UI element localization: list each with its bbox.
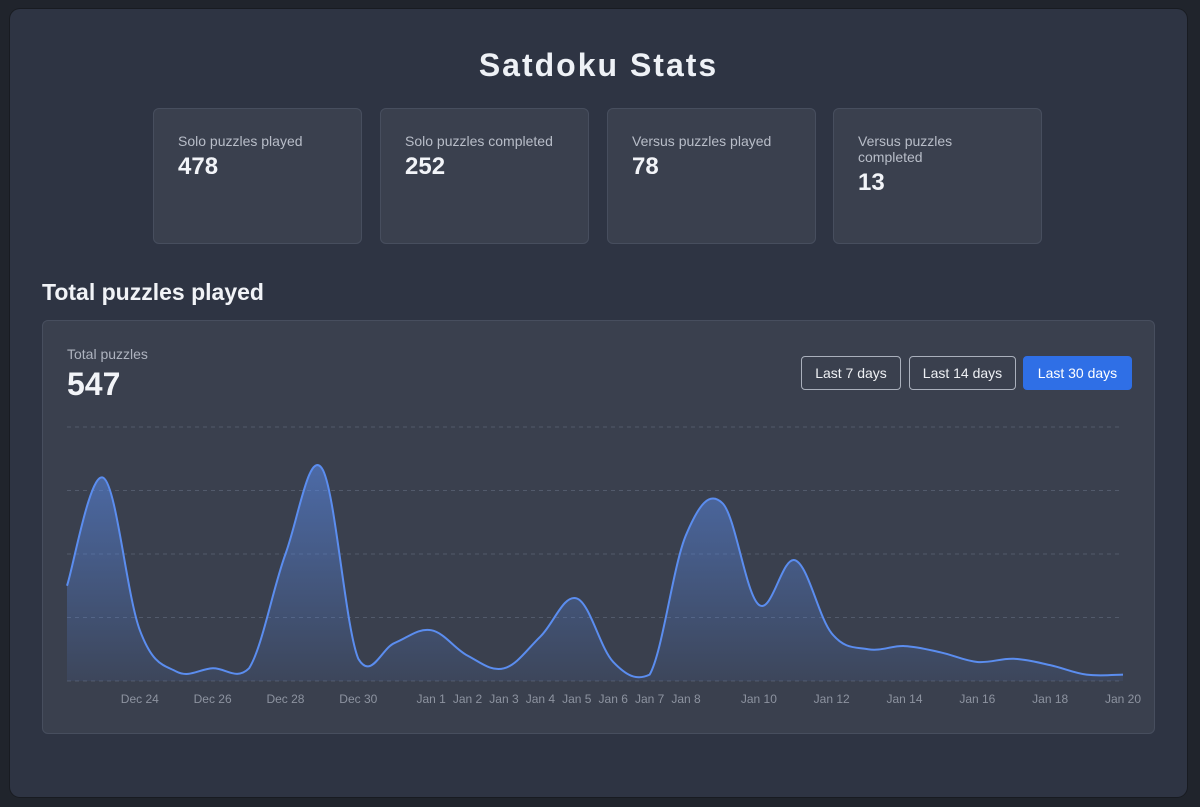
x-tick-label: Jan 4 bbox=[526, 692, 556, 706]
x-tick-label: Jan 8 bbox=[671, 692, 701, 706]
x-tick-label: Jan 10 bbox=[741, 692, 777, 706]
stat-value: 252 bbox=[405, 153, 446, 180]
x-tick-label: Jan 3 bbox=[489, 692, 519, 706]
range-button-30-days[interactable]: Last 30 days bbox=[1023, 356, 1132, 390]
x-tick-label: Jan 5 bbox=[562, 692, 592, 706]
x-tick-label: Jan 6 bbox=[599, 692, 629, 706]
chart-card: Total puzzles 547 Last 7 days Last 14 da… bbox=[42, 320, 1155, 734]
stat-label: Solo puzzles completed bbox=[405, 133, 553, 149]
x-tick-label: Jan 12 bbox=[814, 692, 850, 706]
stat-value: 13 bbox=[858, 169, 885, 196]
x-tick-label: Dec 28 bbox=[266, 692, 304, 706]
stat-card-solo-played: Solo puzzles played 478 bbox=[153, 108, 362, 244]
dashboard-frame: Satdoku Stats Solo puzzles played 478 So… bbox=[10, 9, 1187, 797]
x-tick-label: Jan 20 bbox=[1105, 692, 1141, 706]
section-title: Total puzzles played bbox=[42, 279, 264, 305]
stat-value: 78 bbox=[632, 153, 659, 180]
stat-card-solo-completed: Solo puzzles completed 252 bbox=[380, 108, 589, 244]
total-puzzles-value: 547 bbox=[67, 366, 121, 402]
x-tick-label: Dec 30 bbox=[339, 692, 377, 706]
stat-value: 478 bbox=[178, 153, 219, 180]
x-tick-label: Dec 24 bbox=[121, 692, 159, 706]
series-line bbox=[66, 464, 1124, 679]
x-tick-label: Jan 2 bbox=[453, 692, 483, 706]
stat-card-versus-played: Versus puzzles played 78 bbox=[607, 108, 816, 244]
stat-card-versus-completed: Versus puzzles completed 13 bbox=[833, 108, 1042, 244]
stat-label: Versus puzzles played bbox=[632, 133, 772, 149]
x-tick-label: Dec 26 bbox=[194, 692, 232, 706]
area-chart: Dec 24 Dec 26 Dec 28 Dec 30 Jan 1 Jan 2 Jan 3 J… bbox=[66, 426, 1141, 706]
stat-label: Versus puzzles completed bbox=[858, 133, 953, 165]
x-tick-label: Jan 18 bbox=[1032, 692, 1068, 706]
x-tick-label: Jan 7 bbox=[635, 692, 665, 706]
series-area bbox=[67, 465, 1123, 681]
page-title: Satdoku Stats bbox=[478, 47, 719, 83]
stat-label: Solo puzzles played bbox=[178, 133, 303, 149]
range-button-7-days[interactable]: Last 7 days bbox=[801, 356, 901, 390]
x-tick-label: Jan 14 bbox=[887, 692, 923, 706]
range-button-14-days[interactable]: Last 14 days bbox=[909, 356, 1016, 390]
x-tick-label: Jan 1 bbox=[416, 692, 446, 706]
x-tick-label: Jan 16 bbox=[959, 692, 995, 706]
total-puzzles-label: Total puzzles bbox=[67, 346, 148, 362]
